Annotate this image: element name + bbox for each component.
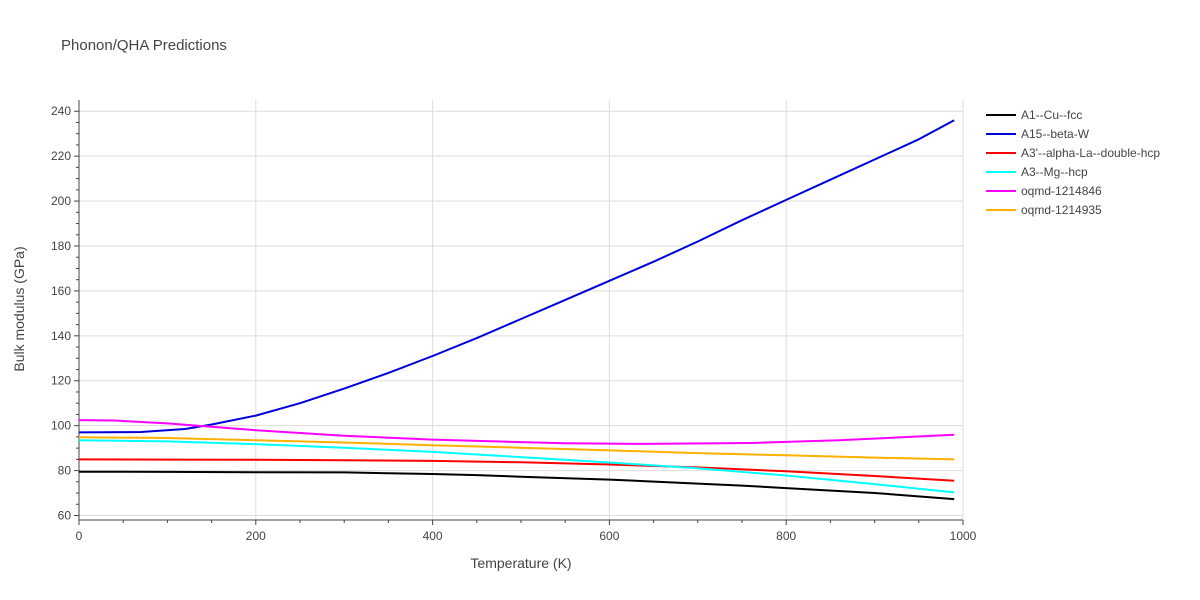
y-axis-label: Bulk modulus (GPa) xyxy=(11,246,27,371)
y-tick-label: 100 xyxy=(51,419,71,433)
chart-title: Phonon/QHA Predictions xyxy=(61,37,227,54)
y-tick-label: 80 xyxy=(58,464,72,478)
series-line-a3-alpha-la-double-hcp xyxy=(78,458,955,482)
legend-label: A3--Mg--hcp xyxy=(1021,165,1088,179)
y-tick-label: 180 xyxy=(51,239,71,253)
series-line-oqmd-1214935 xyxy=(78,436,955,461)
y-tick-label: 240 xyxy=(51,104,71,118)
series-line-a1-cu-fcc xyxy=(78,470,955,501)
y-tick-labels: 60 80 100 120 140 160 180 200 220 240 xyxy=(51,104,71,522)
x-tick-labels: 0 200 400 600 800 1000 xyxy=(76,529,977,543)
y-tick-label: 120 xyxy=(51,374,71,388)
y-tick-label: 140 xyxy=(51,329,71,343)
grid-lines xyxy=(79,100,964,520)
plot-lines xyxy=(78,119,955,501)
legend-item-oqmd-1214846[interactable]: oqmd-1214846 xyxy=(986,184,1102,198)
series-line-a15-beta-w xyxy=(78,119,955,434)
series-line-a3-mg-hcp xyxy=(78,439,955,494)
legend-item-a3-mg-hcp[interactable]: A3--Mg--hcp xyxy=(986,165,1088,179)
legend-label: A1--Cu--fcc xyxy=(1021,108,1082,122)
legend-item-a15-beta-w[interactable]: A15--beta-W xyxy=(986,127,1090,141)
x-tick-label: 0 xyxy=(76,529,83,543)
legend-label: oqmd-1214935 xyxy=(1021,203,1102,217)
x-tick-label: 200 xyxy=(246,529,266,543)
x-tick-label: 400 xyxy=(423,529,443,543)
legend-item-oqmd-1214935[interactable]: oqmd-1214935 xyxy=(986,203,1102,217)
legend-item-a1-cu-fcc[interactable]: A1--Cu--fcc xyxy=(986,108,1082,122)
x-tick-label: 800 xyxy=(776,529,796,543)
legend-item-a3-alpha-la-double-hcp[interactable]: A3'--alpha-La--double-hcp xyxy=(986,146,1160,160)
y-tick-label: 220 xyxy=(51,149,71,163)
y-tick-label: 200 xyxy=(51,194,71,208)
x-tick-label: 1000 xyxy=(950,529,977,543)
legend: A1--Cu--fcc A15--beta-W A3'--alpha-La--dou… xyxy=(986,108,1160,217)
legend-label: oqmd-1214846 xyxy=(1021,184,1102,198)
x-tick-label: 600 xyxy=(599,529,619,543)
axes xyxy=(74,100,964,525)
y-tick-label: 60 xyxy=(58,509,72,523)
legend-label: A15--beta-W xyxy=(1021,127,1090,141)
y-tick-label: 160 xyxy=(51,284,71,298)
series-line-oqmd-1214846 xyxy=(78,419,955,445)
legend-label: A3'--alpha-La--double-hcp xyxy=(1021,146,1160,160)
x-axis-label: Temperature (K) xyxy=(470,555,571,571)
